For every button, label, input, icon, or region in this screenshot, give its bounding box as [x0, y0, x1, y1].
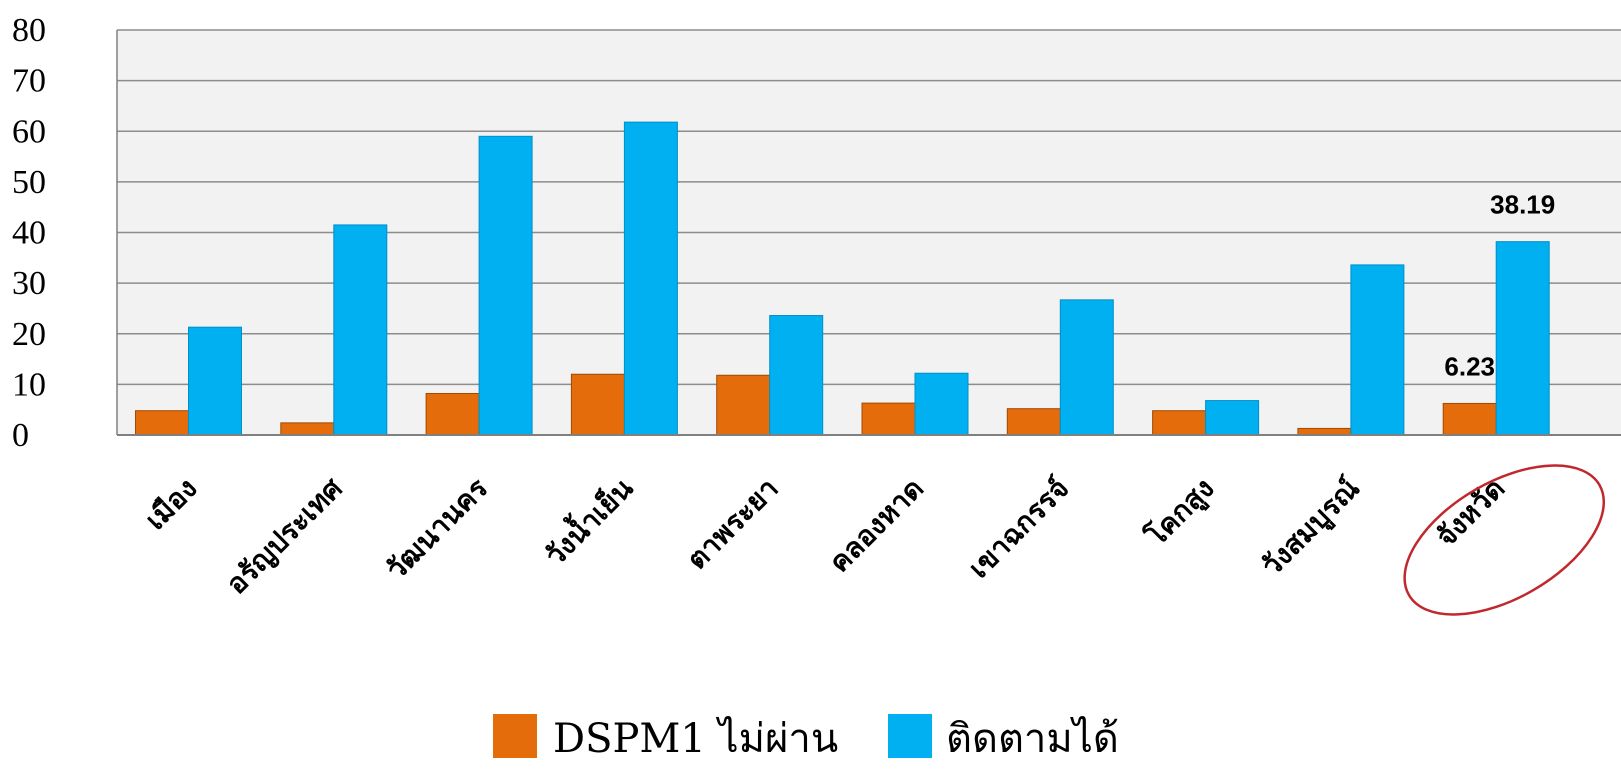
bar-dspm1-fail-2 — [425, 392, 480, 436]
y-axis-ticks: 0 10 20 30 40 50 60 70 80 — [12, 12, 46, 454]
data-label: 38.19 — [1490, 190, 1555, 220]
bar-followed-9 — [1495, 241, 1550, 436]
bar-followed-2 — [478, 135, 533, 436]
legend: DSPM1 ไม่ผ่าน ติดตามได้ — [493, 714, 1119, 762]
bar-followed-0 — [188, 326, 242, 436]
bar-dspm1-fail-5 — [861, 402, 916, 436]
bar-followed-4 — [769, 315, 824, 436]
x-tick-label: เขาฉกรรจ์ — [962, 472, 1075, 585]
bar-dspm1-fail-1 — [280, 422, 335, 436]
legend-label-1: ติดตามได้ — [946, 716, 1119, 762]
data-label: 6.23 — [1444, 351, 1495, 381]
x-tick-label: วังสมบูรณ์ — [1255, 472, 1367, 584]
y-tick-label: 70 — [12, 63, 46, 100]
legend-swatch-1 — [888, 714, 932, 758]
y-tick-label: 50 — [12, 164, 46, 201]
bar-followed-8 — [1350, 264, 1405, 436]
bar-followed-6 — [1059, 299, 1114, 436]
bar-followed-3 — [623, 121, 678, 436]
x-tick-label: เมือง — [139, 472, 204, 537]
x-axis-ticks: เมือง อรัญประเทศ วัฒนานคร วังน้ำเย็น ตาพระยา… — [139, 468, 1511, 600]
bar-followed-7 — [1205, 400, 1260, 436]
highlight-ellipse — [1403, 464, 1606, 616]
bar-dspm1-fail-7 — [1152, 410, 1207, 436]
y-tick-label: 40 — [12, 215, 46, 252]
bar-dspm1-fail-3 — [570, 373, 625, 436]
bar-dspm1-fail-6 — [1006, 408, 1061, 436]
legend-label-0: DSPM1 ไม่ผ่าน — [553, 716, 838, 762]
bar-dspm1-fail-9 — [1442, 402, 1497, 436]
bar-followed-5 — [914, 372, 969, 436]
x-tick-label: วังน้ำเย็น — [535, 468, 639, 572]
y-tick-label: 10 — [12, 366, 46, 403]
y-tick-label: 80 — [12, 12, 46, 49]
x-tick-label: วัฒนานคร — [380, 472, 494, 586]
y-tick-label: 20 — [12, 316, 46, 353]
data-labels: 6.23 38.19 — [1444, 190, 1555, 382]
bar-dspm1-fail-0 — [135, 410, 189, 436]
bar-dspm1-fail-4 — [716, 374, 771, 436]
bars — [135, 121, 1550, 436]
x-tick-label: อรัญประเทศ — [220, 471, 350, 601]
y-tick-label: 30 — [12, 265, 46, 302]
bar-followed-1 — [333, 224, 388, 436]
legend-swatch-0 — [493, 714, 537, 758]
y-tick-label: 0 — [12, 417, 29, 454]
x-tick-label: โคกสูง — [1138, 471, 1221, 554]
x-tick-label: ตาพระยา — [680, 472, 784, 576]
x-tick-label: คลองหาด — [823, 472, 930, 579]
y-tick-label: 60 — [12, 113, 46, 150]
